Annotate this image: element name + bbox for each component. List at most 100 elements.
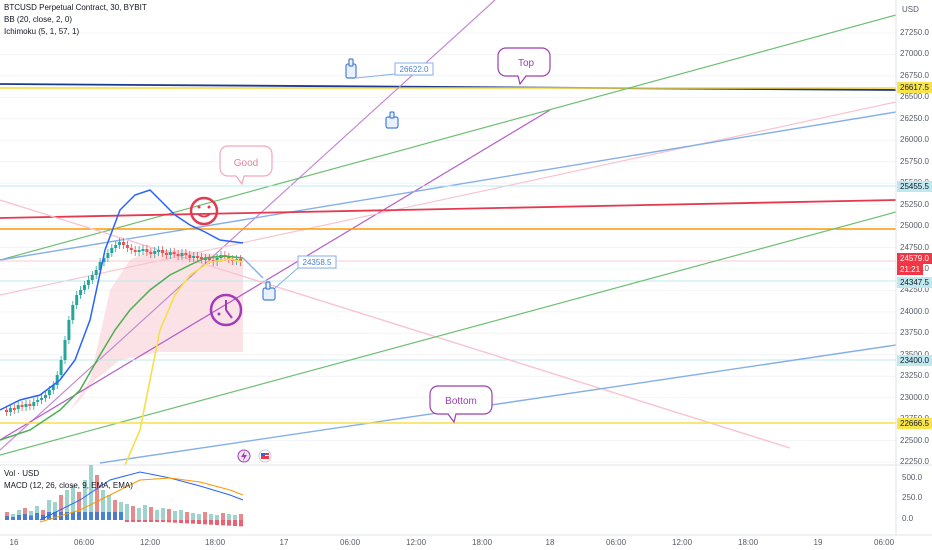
candle[interactable] xyxy=(98,262,102,270)
volume-bar xyxy=(119,502,123,520)
macd-legend[interactable]: MACD (12, 26, close, 9, EMA, EMA) xyxy=(4,481,133,490)
candle[interactable] xyxy=(200,257,203,259)
candle[interactable] xyxy=(161,250,164,253)
candle[interactable] xyxy=(188,255,192,258)
candle[interactable] xyxy=(196,256,200,258)
trendline-purple-2[interactable] xyxy=(0,109,551,441)
candle[interactable] xyxy=(106,253,110,258)
callout-top[interactable]: Top xyxy=(497,47,551,86)
trendline-green-lower[interactable] xyxy=(0,211,897,456)
lightning-event-icon[interactable] xyxy=(237,449,251,463)
clock-icon[interactable] xyxy=(209,293,243,327)
candle[interactable] xyxy=(51,385,55,390)
candle[interactable] xyxy=(125,245,129,248)
candle[interactable] xyxy=(90,275,94,280)
price-label-1-text: 26622.0 xyxy=(400,65,429,74)
macd-histogram-bar xyxy=(239,520,243,527)
candle[interactable] xyxy=(24,404,28,407)
candle[interactable] xyxy=(86,280,90,285)
candle[interactable] xyxy=(110,248,114,253)
candlestick-series[interactable] xyxy=(5,238,242,416)
candle[interactable] xyxy=(215,258,219,262)
candle[interactable] xyxy=(141,249,145,251)
candle[interactable] xyxy=(168,252,172,255)
arrow-line[interactable] xyxy=(242,257,264,279)
candle[interactable] xyxy=(12,408,16,410)
candle[interactable] xyxy=(149,252,153,254)
candle[interactable] xyxy=(145,249,149,252)
candle[interactable] xyxy=(28,404,32,406)
volume-bar xyxy=(143,505,147,520)
price-tick: 26250.0 xyxy=(900,113,929,123)
candle[interactable] xyxy=(32,402,36,406)
candle[interactable] xyxy=(227,257,231,259)
candle[interactable] xyxy=(8,408,12,412)
price-tick: 24750.0 xyxy=(900,242,929,252)
candle[interactable] xyxy=(75,295,79,305)
candle[interactable] xyxy=(118,242,122,245)
us-flag-event-icon[interactable] xyxy=(258,449,272,463)
price-label-2[interactable]: 24358.5 xyxy=(274,255,337,289)
candle[interactable] xyxy=(157,250,161,252)
candle[interactable] xyxy=(47,390,51,395)
candle[interactable] xyxy=(44,395,47,398)
time-tick: 12:00 xyxy=(406,538,427,547)
thumbs-up-icon[interactable] xyxy=(385,111,399,129)
macd-histogram-bar xyxy=(227,520,231,526)
volume-bar xyxy=(173,511,177,520)
candle[interactable] xyxy=(153,251,157,254)
candle[interactable] xyxy=(67,320,71,340)
volume-bar xyxy=(191,513,195,520)
candle[interactable] xyxy=(172,252,176,254)
candle[interactable] xyxy=(184,253,188,255)
candle[interactable] xyxy=(192,256,196,258)
ichimoku-legend[interactable]: Ichimoku (5, 1, 57, 1) xyxy=(4,27,80,36)
hand-pointer-icon-top[interactable] xyxy=(345,58,357,79)
candle[interactable] xyxy=(55,375,59,385)
candle[interactable] xyxy=(40,398,44,400)
trendline-pink-diag[interactable] xyxy=(0,199,791,449)
candle[interactable] xyxy=(207,258,211,260)
trendline-red[interactable] xyxy=(0,199,897,219)
candle[interactable] xyxy=(5,410,8,412)
candle[interactable] xyxy=(20,405,24,407)
trendline-green-upper[interactable] xyxy=(0,14,897,261)
candle[interactable] xyxy=(79,290,83,295)
candle[interactable] xyxy=(122,242,125,245)
candle[interactable] xyxy=(94,270,98,275)
callout-bottom[interactable]: Bottom xyxy=(429,385,493,424)
candle[interactable] xyxy=(114,245,118,248)
candle[interactable] xyxy=(59,360,63,375)
bb-legend[interactable]: BB (20, close, 2, 0) xyxy=(4,15,73,24)
candle[interactable] xyxy=(203,258,207,260)
candle[interactable] xyxy=(164,253,168,255)
candle[interactable] xyxy=(180,253,184,256)
callout-good[interactable]: Good xyxy=(219,145,273,186)
candle[interactable] xyxy=(129,248,133,250)
candle[interactable] xyxy=(239,259,242,262)
symbol-legend[interactable]: BTCUSD Perpetual Contract, 30, BYBIT xyxy=(4,3,147,12)
price-label-1[interactable]: 26622.0 xyxy=(355,62,434,79)
candle[interactable] xyxy=(36,400,40,402)
smiley-good-icon[interactable] xyxy=(189,196,219,226)
candle[interactable] xyxy=(16,405,20,409)
trendline-pink-upper[interactable] xyxy=(0,101,897,296)
candle[interactable] xyxy=(102,258,106,262)
candle[interactable] xyxy=(133,250,137,252)
time-tick: 06:00 xyxy=(340,538,361,547)
candle[interactable] xyxy=(71,305,75,320)
candle[interactable] xyxy=(83,285,86,290)
trendline-dark-blue[interactable] xyxy=(0,83,897,91)
volume-bar xyxy=(155,510,159,520)
volume-bar xyxy=(113,500,117,520)
candle[interactable] xyxy=(176,254,180,256)
macd-histogram-bar xyxy=(71,512,75,520)
vol-legend[interactable]: Vol · USD xyxy=(4,469,40,478)
candle[interactable] xyxy=(137,250,141,252)
hand-pointer-icon-down[interactable] xyxy=(262,281,276,301)
trendline-blue-lower[interactable] xyxy=(99,344,897,464)
candle[interactable] xyxy=(63,340,67,360)
macd-histogram-bar xyxy=(95,512,99,520)
